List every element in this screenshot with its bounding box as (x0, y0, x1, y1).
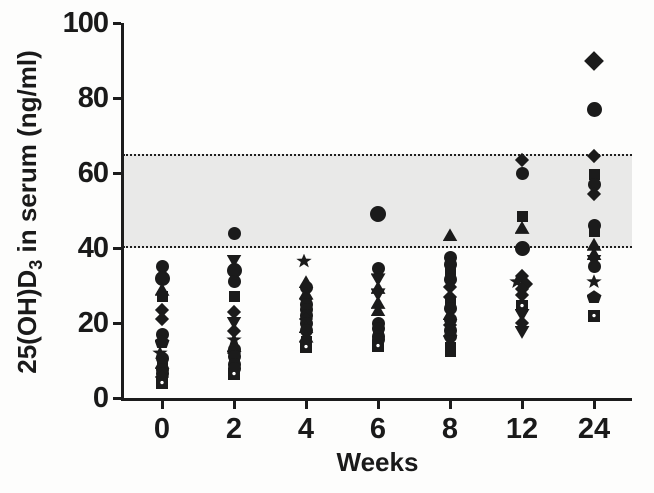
x-axis-line (121, 398, 632, 401)
data-point (514, 325, 530, 339)
data-point (156, 291, 168, 303)
y-tick (113, 97, 121, 100)
data-point (587, 177, 601, 191)
data-point (227, 275, 241, 289)
data-point (227, 226, 241, 240)
data-point (516, 210, 528, 222)
x-tick (593, 401, 596, 409)
x-tick (161, 401, 164, 409)
data-point (154, 312, 170, 327)
y-tick-label: 80 (77, 82, 109, 114)
data-point (370, 206, 386, 223)
y-tick-label: 20 (77, 307, 109, 339)
x-tick (377, 401, 380, 409)
data-point (371, 262, 385, 276)
data-point (296, 253, 312, 268)
data-point (584, 50, 604, 71)
x-tick-label: 2 (225, 413, 243, 445)
data-point (226, 263, 242, 278)
data-point (588, 309, 600, 322)
data-point (156, 377, 168, 389)
x-tick-label: 24 (577, 413, 611, 445)
data-point (155, 260, 169, 274)
x-tick-label: 0 (153, 413, 171, 445)
x-tick (305, 401, 308, 409)
y-tick (113, 172, 121, 175)
data-point (588, 225, 600, 237)
x-tick (233, 401, 236, 409)
data-point (372, 339, 384, 352)
y-tick-label: 40 (77, 232, 109, 264)
x-tick (449, 401, 452, 409)
data-point (228, 367, 240, 380)
y-tick-label: 100 (62, 7, 109, 39)
data-point (444, 345, 456, 357)
data-point (228, 291, 240, 303)
y-tick-label: 60 (77, 157, 109, 189)
x-tick (521, 401, 524, 409)
data-point (300, 341, 312, 354)
y-axis-line (121, 23, 124, 401)
y-tick (113, 247, 121, 250)
data-point (587, 260, 601, 274)
data-point (515, 166, 529, 180)
data-point (154, 335, 170, 349)
reference-band (123, 154, 632, 248)
data-point (154, 270, 170, 286)
x-tick-label: 6 (369, 413, 387, 445)
data-point (586, 101, 602, 117)
y-tick (113, 22, 121, 25)
data-point (586, 274, 602, 289)
x-axis-title: Weeks (336, 447, 419, 477)
data-point (514, 240, 530, 256)
y-tick (113, 397, 121, 400)
y-tick-label: 0 (92, 382, 109, 414)
data-point (588, 169, 600, 181)
data-point (586, 290, 602, 304)
y-tick (113, 322, 121, 325)
x-tick-label: 12 (505, 413, 539, 445)
x-tick-label: 4 (297, 413, 315, 445)
data-point (444, 266, 456, 278)
x-tick-label: 8 (441, 413, 459, 445)
